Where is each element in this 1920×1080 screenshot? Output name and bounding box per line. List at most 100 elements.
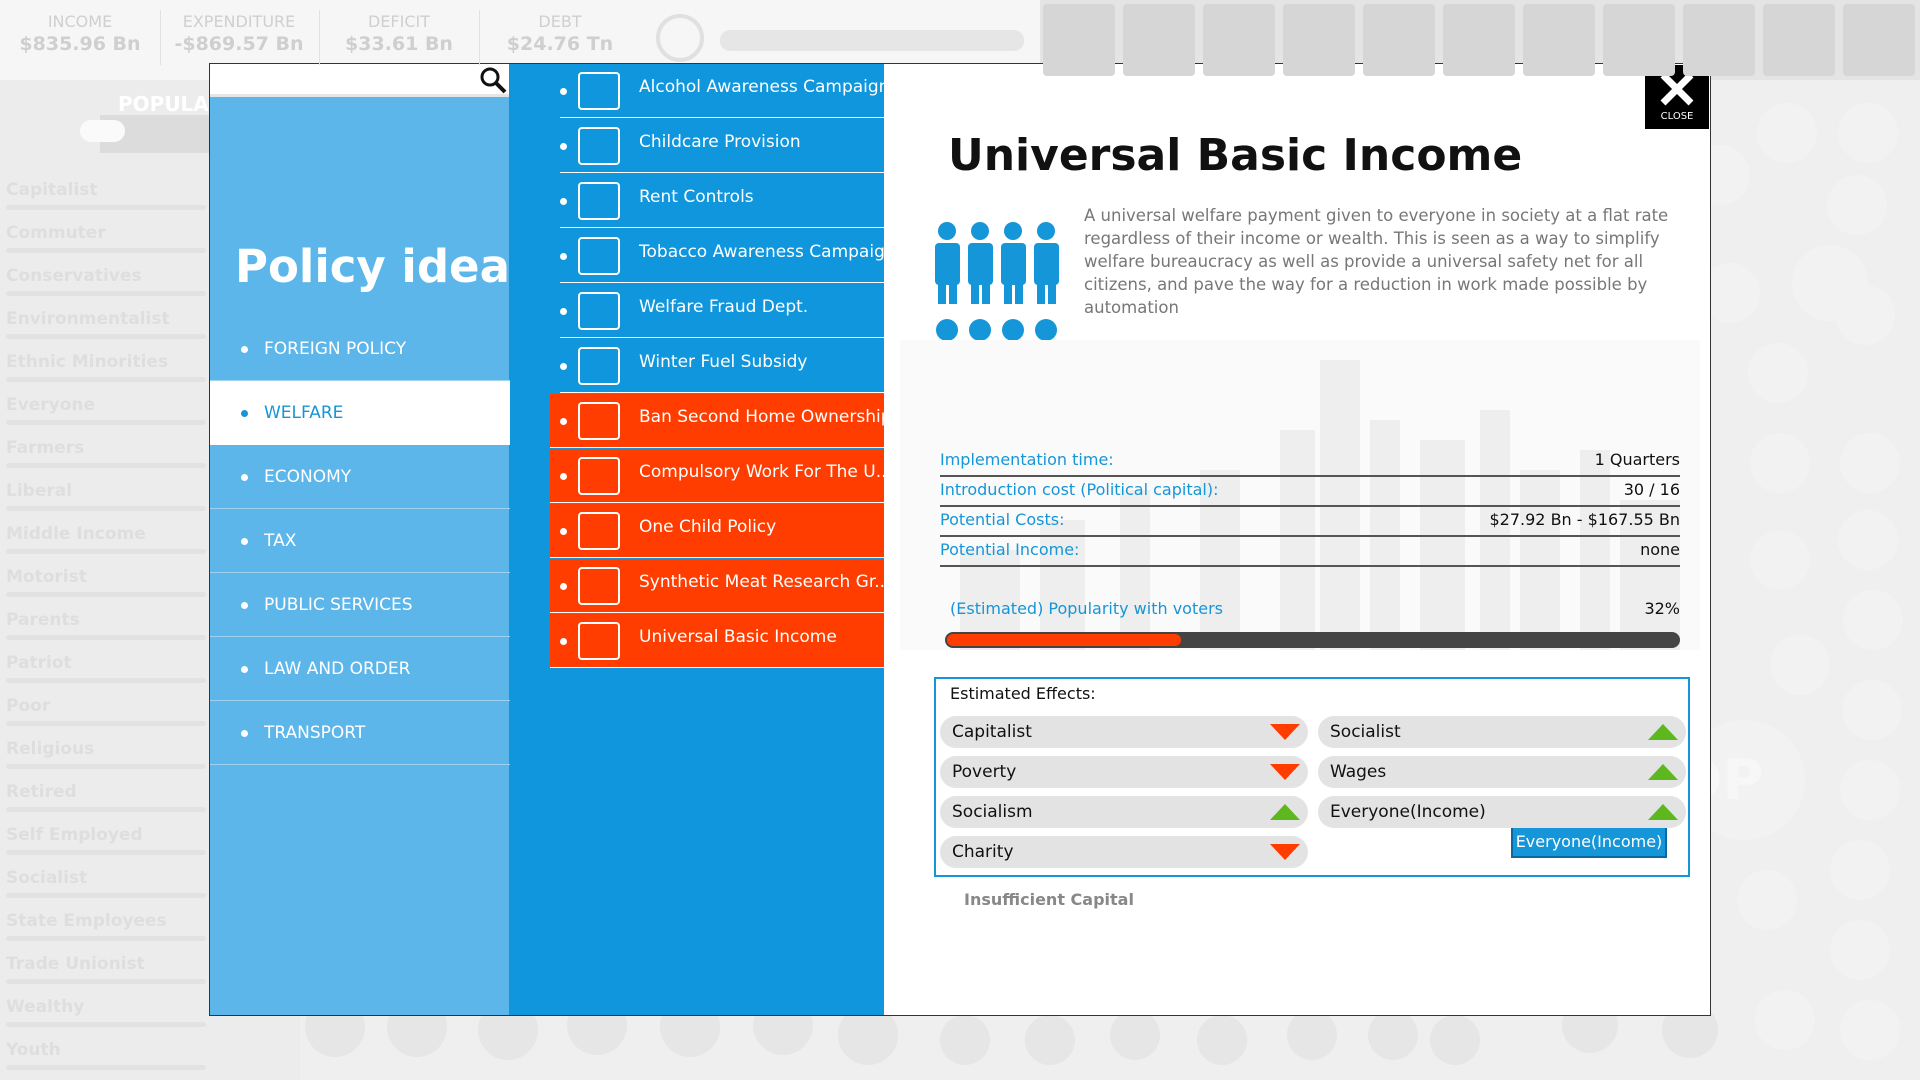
policy-bullet xyxy=(560,473,567,480)
group-name: Poor xyxy=(6,696,51,716)
effect-arrow xyxy=(1270,724,1300,740)
group-name: Motorist xyxy=(6,567,87,587)
toolbar-button[interactable] xyxy=(1203,4,1275,76)
stat-value: -$869.57 Bn xyxy=(174,33,304,55)
dialog-title: Policy ideas xyxy=(235,240,537,293)
toolbar-button[interactable] xyxy=(1043,4,1115,76)
group-bar xyxy=(6,291,206,296)
category-item[interactable]: WELFARE xyxy=(210,381,510,445)
policy-name[interactable]: Synthetic Meat Research Gr... xyxy=(639,572,891,592)
toolbar-button[interactable] xyxy=(1763,4,1835,76)
policy-icon xyxy=(578,457,620,495)
stat-row-value: $27.92 Bn - $167.55 Bn xyxy=(1489,510,1681,529)
close-label[interactable]: CLOSE xyxy=(1660,111,1694,122)
category-item[interactable]: ECONOMY xyxy=(210,445,510,509)
policy-name[interactable]: Alcohol Awareness Campaign xyxy=(639,77,890,97)
group-name: Conservatives xyxy=(6,266,142,286)
search-box[interactable] xyxy=(210,64,509,97)
stat-row-value: 1 Quarters xyxy=(1594,450,1680,469)
policy-description: A universal welfare payment given to eve… xyxy=(1084,206,1669,317)
policy-bullet xyxy=(560,418,567,425)
popularity-label: (Estimated) Popularity with voters xyxy=(950,599,1223,618)
stat-value: $33.61 Bn xyxy=(345,33,453,55)
tooltip: Everyone(Income) xyxy=(1511,825,1667,858)
popularity-bar xyxy=(947,634,1181,646)
toolbar-button[interactable] xyxy=(1843,4,1915,76)
policy-icon xyxy=(578,127,620,165)
toolbar-button[interactable] xyxy=(1283,4,1355,76)
group-name: Everyone xyxy=(6,395,96,415)
stat-row-label: Potential Income: xyxy=(940,540,1080,559)
group-bar xyxy=(6,635,206,640)
category-item[interactable]: TRANSPORT xyxy=(210,701,510,765)
status-text: Insufficient Capital xyxy=(964,890,1134,909)
policy-bullet xyxy=(560,253,567,260)
group-name: Wealthy xyxy=(6,997,85,1017)
stat-divider xyxy=(319,10,320,65)
category-item[interactable]: TAX xyxy=(210,509,510,573)
effects-title: Estimated Effects: xyxy=(950,684,1096,703)
policy-bullet xyxy=(560,198,567,205)
policy-name[interactable]: Ban Second Home Ownership xyxy=(639,407,892,427)
category-item[interactable]: PUBLIC SERVICES xyxy=(210,573,510,637)
stat-divider xyxy=(160,10,161,65)
policy-name[interactable]: Childcare Provision xyxy=(639,132,801,152)
toolbar-button[interactable] xyxy=(1363,4,1435,76)
policy-bullet xyxy=(560,638,567,645)
group-bar xyxy=(6,850,206,855)
category-item[interactable]: LAW AND ORDER xyxy=(210,637,510,701)
popularity-text: 32% xyxy=(1644,599,1680,618)
group-name: Trade Unionist xyxy=(6,954,145,974)
group-bar xyxy=(6,1022,206,1027)
group-bar xyxy=(6,334,206,339)
policy-icon xyxy=(578,347,620,385)
policy-title: Universal Basic Income xyxy=(948,130,1523,181)
policy-name[interactable]: Compulsory Work For The U... xyxy=(639,462,892,482)
toolbar-button[interactable] xyxy=(1123,4,1195,76)
policy-icon xyxy=(578,72,620,110)
group-name: Ethnic Minorities xyxy=(6,352,169,372)
close-icon[interactable] xyxy=(1659,71,1695,107)
group-bar xyxy=(6,979,206,984)
stat-row-label: Implementation time: xyxy=(940,450,1114,469)
policy-icon xyxy=(578,622,620,660)
toolbar-button[interactable] xyxy=(1443,4,1515,76)
toolbar-button[interactable] xyxy=(1523,4,1595,76)
effect-arrow xyxy=(1270,804,1300,820)
policy-name[interactable]: Universal Basic Income xyxy=(639,627,837,647)
policy-name[interactable]: Winter Fuel Subsidy xyxy=(639,352,808,372)
group-bar xyxy=(6,936,206,941)
category-item[interactable]: FOREIGN POLICY xyxy=(210,317,510,381)
policy-name[interactable]: Rent Controls xyxy=(639,187,754,207)
effect-pill: Socialist xyxy=(1318,716,1686,748)
policy-name[interactable]: One Child Policy xyxy=(639,517,777,537)
group-name: Parents xyxy=(6,610,80,630)
stat-row-value: 30 / 16 xyxy=(1623,480,1680,499)
stat-row xyxy=(940,507,1680,537)
policy-name[interactable]: Tobacco Awareness Campaign xyxy=(639,242,896,262)
toolbar-button[interactable] xyxy=(1683,4,1755,76)
stat-label: INCOME xyxy=(47,12,113,31)
stat-label: DEFICIT xyxy=(367,12,430,31)
stat-row-label: Potential Costs: xyxy=(940,510,1065,529)
policy-bullet xyxy=(560,363,567,370)
effect-pill: Wages xyxy=(1318,756,1686,788)
effect-arrow xyxy=(1270,764,1300,780)
policy-bullet xyxy=(560,143,567,150)
city-skyline xyxy=(900,340,1700,650)
group-name: Capitalist xyxy=(6,180,98,200)
effect-arrow xyxy=(1648,764,1678,780)
policy-name[interactable]: Welfare Fraud Dept. xyxy=(639,297,809,317)
effect-pill: Capitalist xyxy=(940,716,1308,748)
search-icon[interactable] xyxy=(478,65,508,95)
group-name: Youth xyxy=(6,1040,61,1060)
group-bar xyxy=(6,377,206,382)
stat-row xyxy=(940,477,1680,507)
group-name: Socialist xyxy=(6,868,88,888)
effect-arrow xyxy=(1270,844,1300,860)
toolbar-button[interactable] xyxy=(1603,4,1675,76)
stat-label: DEBT xyxy=(538,12,582,31)
stat-row-value: none xyxy=(1640,540,1680,559)
policy-icon xyxy=(578,402,620,440)
